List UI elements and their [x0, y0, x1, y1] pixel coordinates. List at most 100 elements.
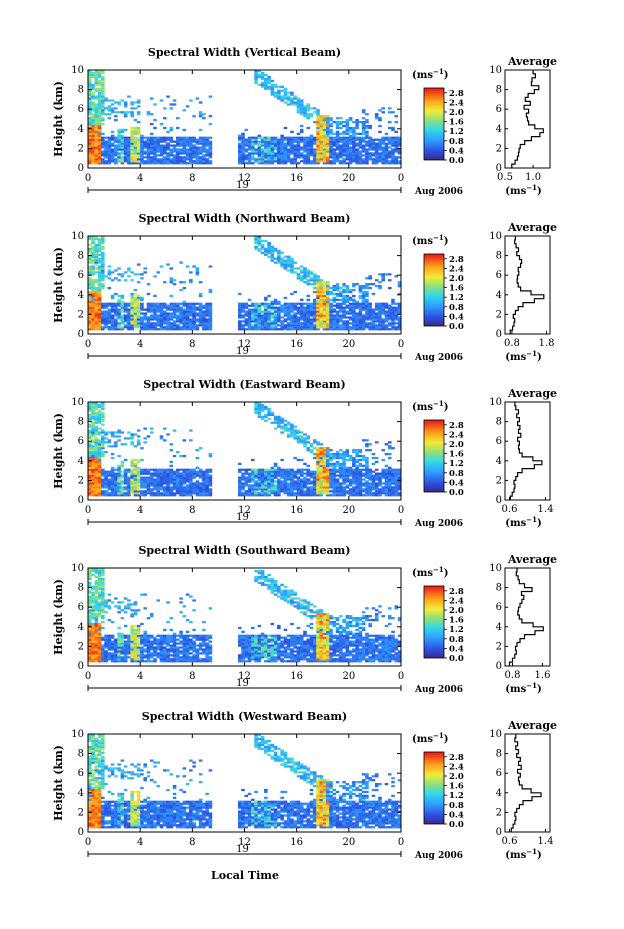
heatmap-cell [290, 136, 294, 139]
heatmap-cell [319, 296, 324, 300]
heatmap-cell [381, 324, 385, 327]
heatmap-cell [182, 310, 187, 313]
heatmap-cell [384, 150, 389, 153]
heatmap-cell [316, 130, 320, 134]
heatmap-cell [101, 447, 105, 450]
heatmap-cell [182, 328, 187, 331]
heatmap-cell [329, 318, 333, 321]
heatmap-cell [378, 326, 382, 329]
heatmap-cell [91, 158, 95, 161]
heatmap-cell [104, 312, 108, 315]
heatmap-cell [94, 445, 99, 448]
heatmap-cell [290, 150, 294, 153]
heatmap-cell [208, 136, 213, 139]
heatmap-cell [254, 468, 258, 471]
heatmap-cell [260, 322, 265, 325]
heatmap-cell [94, 488, 99, 491]
heatmap-cell [335, 288, 340, 292]
heatmap-cell [94, 402, 99, 405]
heatmap-cell [88, 402, 92, 405]
heatmap-cell [339, 466, 343, 469]
heatmap-cell [130, 460, 134, 464]
heatmap-cell [335, 318, 340, 321]
heatmap-cell [123, 326, 128, 329]
heatmap-cell [146, 146, 151, 149]
heatmap-cell [368, 326, 372, 329]
heatmap-cell [97, 73, 102, 77]
heatmap-cell [251, 146, 255, 149]
heatmap-cell [273, 484, 278, 487]
heatmap-cell [185, 306, 190, 309]
heatmap-cell [94, 251, 99, 254]
heatmap-cell [91, 421, 95, 424]
heatmap-cell [94, 77, 99, 81]
heatmap-cell [172, 314, 177, 317]
heatmap-cell [130, 480, 134, 483]
heatmap-cell [316, 115, 320, 118]
heatmap-cell [166, 160, 170, 163]
heatmap-cell [166, 492, 170, 495]
heatmap-cell [312, 480, 317, 483]
heatmap-cell [345, 158, 350, 161]
heatmap-cell [290, 304, 294, 307]
heatmap-cell [326, 454, 330, 458]
heatmap-cell [162, 107, 167, 110]
heatmap-cell [198, 111, 203, 114]
heatmap-cell [241, 162, 245, 165]
heatmap-cell [326, 281, 330, 284]
heatmap-cell [237, 468, 242, 471]
heatmap-cell [391, 490, 395, 493]
heatmap-cell [260, 81, 265, 85]
heatmap-cell [91, 115, 95, 118]
heatmap-cell [101, 261, 105, 264]
heatmap-cell [316, 132, 320, 135]
heatmap-cell [208, 152, 213, 155]
heatmap-cell [143, 322, 147, 325]
heatmap-cell [296, 148, 301, 151]
heatmap-cell [257, 484, 262, 487]
heatmap-cell [159, 150, 164, 153]
heatmap-cell [387, 308, 392, 311]
heatmap-cell [319, 476, 324, 479]
heatmap-cell [358, 488, 363, 491]
heatmap-cell [123, 156, 128, 159]
heatmap-cell [133, 144, 138, 147]
heatmap-cell [241, 486, 245, 489]
heatmap-cell [374, 314, 379, 317]
heatmap-cell [182, 454, 187, 458]
y-tick-label: 6 [78, 104, 84, 115]
heatmap-cell [273, 144, 278, 147]
heatmap-cell [345, 132, 350, 135]
heatmap-cell [319, 320, 324, 323]
heatmap-cell [290, 93, 294, 96]
heatmap-cell [101, 454, 105, 458]
heatmap-cell [296, 472, 301, 475]
heatmap-cell [267, 306, 271, 309]
heatmap-cell [127, 320, 131, 323]
heatmap-cell [120, 320, 125, 323]
heatmap-cell [306, 490, 311, 493]
heatmap-cell [88, 122, 92, 126]
heatmap-cell [136, 458, 141, 462]
heatmap-cell [156, 316, 161, 319]
heatmap-cell [296, 494, 301, 497]
heatmap-cell [309, 480, 314, 483]
heatmap-cell [306, 142, 311, 145]
heatmap-cell [345, 306, 350, 309]
heatmap-cell [332, 285, 337, 288]
colorbar-tick-label: 1.6 [449, 118, 464, 128]
heatmap-cell [280, 263, 284, 266]
heatmap-cell [312, 138, 317, 141]
heatmap-cell [130, 484, 134, 487]
heatmap-cell [88, 267, 92, 270]
heatmap-cell [97, 443, 102, 446]
heatmap-cell [309, 482, 314, 485]
heatmap-cell [146, 113, 151, 116]
heatmap-cell [316, 288, 320, 292]
heatmap-cell [241, 320, 245, 323]
heatmap-cell [361, 109, 366, 112]
heatmap-cell [130, 136, 134, 139]
heatmap-cell [348, 310, 353, 313]
heatmap-cell [303, 271, 307, 274]
heatmap-cell [202, 160, 206, 163]
